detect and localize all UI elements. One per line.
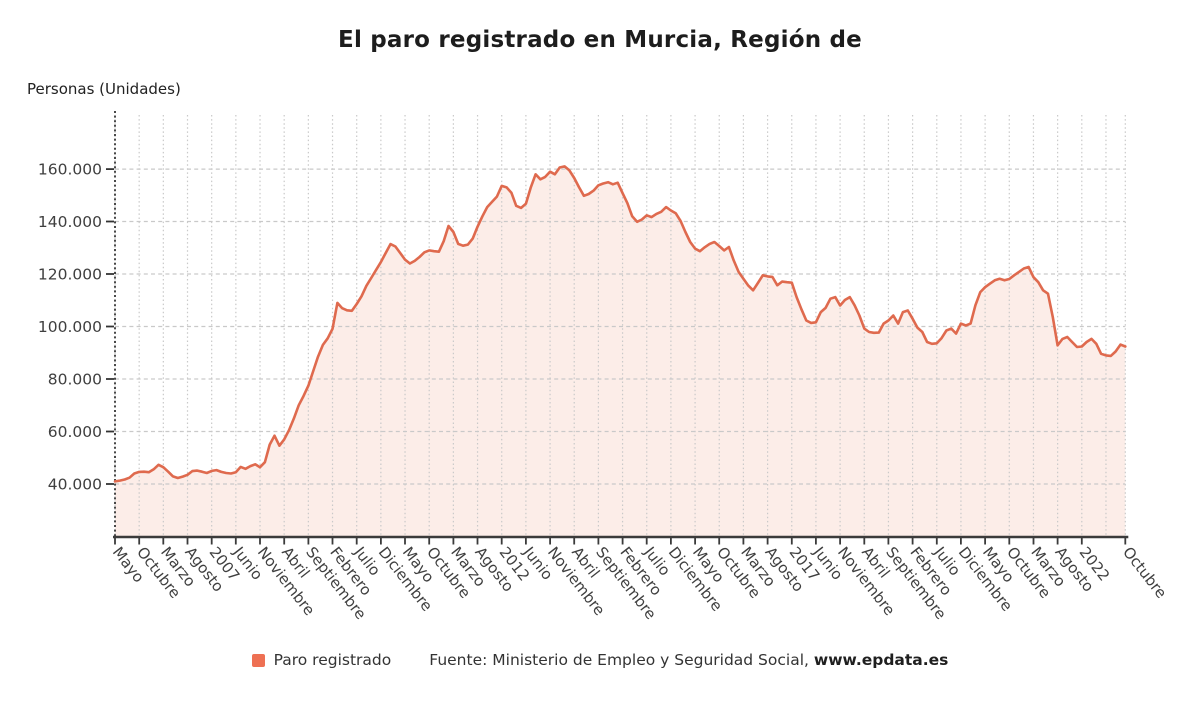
y-tick-labels: 40.000 60.000 80.000 100.000 120.000 140.000 1… (38, 161, 102, 494)
svg-text:100.000: 100.000 (38, 318, 102, 336)
svg-text:Octubre: Octubre (1119, 543, 1170, 601)
series-area-fill (115, 166, 1126, 537)
series-line-paro-registrado (113, 165, 1127, 483)
horizontal-gridlines (115, 168, 1126, 485)
x-tick-labels: MayoOctubreMarzoAgosto2007JunioNoviembre… (109, 543, 1170, 623)
svg-text:160.000: 160.000 (38, 161, 102, 179)
svg-text:80.000: 80.000 (48, 371, 102, 389)
epdata-link[interactable]: www.epdata.es (813, 651, 949, 669)
y-axis-ticks (106, 168, 114, 485)
y-axis-unit-label: Personas (Unidades) (27, 80, 181, 98)
x-axis-ticks (114, 538, 1127, 545)
chart-title: El paro registrado en Murcia, Región de (338, 27, 862, 53)
legend-item-paro-registrado: Paro registrado (251, 651, 392, 669)
legend-swatch-icon (251, 653, 265, 667)
source-text: Fuente: Ministerio de Empleo y Seguridad… (429, 651, 948, 669)
legend-series-label: Paro registrado (273, 651, 392, 669)
svg-text:60.000: 60.000 (48, 423, 102, 441)
chart-legend: Paro registrado Fuente: Ministerio de Em… (0, 651, 1200, 669)
svg-text:40.000: 40.000 (48, 476, 102, 494)
source-prefix: Fuente: Ministerio de Empleo y Seguridad… (429, 651, 814, 669)
svg-text:120.000: 120.000 (38, 266, 102, 284)
svg-text:140.000: 140.000 (38, 213, 102, 231)
